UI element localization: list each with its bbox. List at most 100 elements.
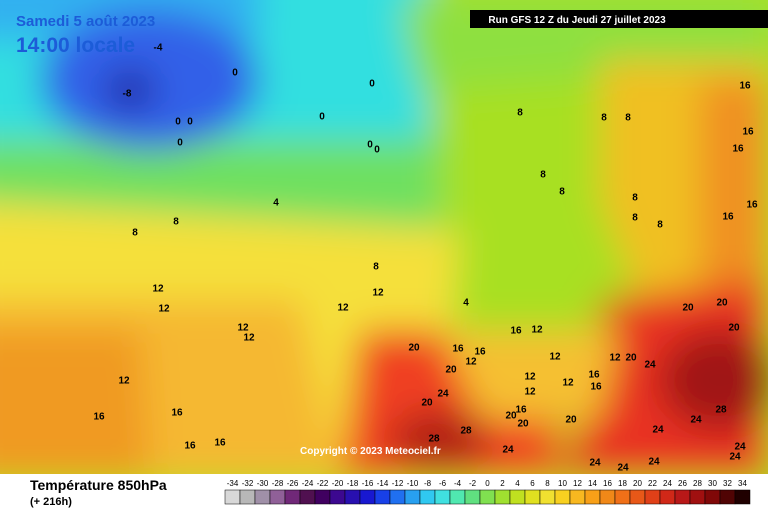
legend-swatch: [419, 489, 436, 505]
valid-time: 14:00 locale: [16, 34, 135, 57]
contour-label: 8: [173, 217, 179, 228]
legend-label: -32: [242, 479, 254, 488]
contour-label: 0: [374, 145, 380, 156]
contour-label: 0: [177, 138, 183, 149]
contour-label: 16: [93, 412, 105, 423]
contour-label: 16: [171, 408, 183, 419]
contour-label: 20: [716, 298, 728, 309]
legend-swatch: [599, 489, 616, 505]
contour-label: 12: [524, 372, 536, 383]
contour-label: 8: [632, 193, 638, 204]
legend-label: -18: [347, 479, 359, 488]
legend-swatch: [704, 489, 721, 505]
contour-label: 4: [273, 198, 279, 209]
legend-label: 26: [678, 479, 687, 488]
contour-label: 0: [367, 140, 373, 151]
contour-label: 20: [408, 343, 420, 354]
contour-label: 16: [732, 144, 744, 155]
color-legend: -34 -32 -30 -28 -26 -24 -22 -20 -18 -16 -14 -12 -10-…: [224, 479, 751, 505]
contour-label: 12: [549, 352, 561, 363]
contour-label: 12: [158, 304, 170, 315]
contour-label: 16: [184, 441, 196, 452]
legend-swatch: [434, 489, 451, 505]
legend-swatch: [539, 489, 556, 505]
contour-label: 0: [232, 68, 238, 79]
contour-label: 16: [590, 382, 602, 393]
contour-label: 28: [460, 426, 472, 437]
legend-label: -12: [392, 479, 404, 488]
legend-label: -14: [377, 479, 389, 488]
legend-label: -34: [227, 479, 239, 488]
legend-swatch: [509, 489, 526, 505]
contour-label: 16: [474, 347, 486, 358]
contour-label: 24: [690, 415, 702, 426]
legend-label: -8: [424, 479, 432, 488]
legend-label: -20: [332, 479, 344, 488]
legend-label: 28: [693, 479, 702, 488]
legend-label: -22: [317, 479, 329, 488]
legend-label: 8: [545, 479, 550, 488]
contour-label: 8: [559, 187, 565, 198]
legend-label: 6: [530, 479, 535, 488]
legend-swatch: [404, 489, 421, 505]
legend-swatch: [494, 489, 511, 505]
legend-swatch: [254, 489, 271, 505]
legend-swatch: [719, 489, 736, 505]
legend-swatch: [524, 489, 541, 505]
legend-swatch: [239, 489, 256, 505]
legend-label: 32: [723, 479, 732, 488]
contour-label: 12: [524, 387, 536, 398]
contour-label: 24: [589, 458, 601, 469]
legend-label: 0: [485, 479, 490, 488]
contour-label: -8: [123, 89, 132, 100]
contour-label: 16: [588, 370, 600, 381]
contour-label: 20: [728, 323, 740, 334]
contour-label: 8: [517, 108, 523, 119]
legend-swatch: [734, 489, 751, 505]
contour-label: 24: [644, 360, 656, 371]
contour-label: 0: [369, 79, 375, 90]
contour-label: 8: [132, 228, 138, 239]
legend-swatch: [284, 489, 301, 505]
legend-label: 22: [648, 479, 657, 488]
contour-label: 28: [428, 434, 440, 445]
legend-swatch: [674, 489, 691, 505]
contour-label: 12: [562, 378, 574, 389]
contour-label: 16: [722, 212, 734, 223]
contour-label: 24: [437, 389, 449, 400]
legend-label: -6: [439, 479, 447, 488]
legend-swatch: [554, 489, 571, 505]
legend-label: 12: [573, 479, 582, 488]
legend-label: 30: [708, 479, 717, 488]
contour-label: 12: [152, 284, 164, 295]
contour-label: 16: [746, 200, 758, 211]
legend-label: -26: [287, 479, 299, 488]
contour-label: 20: [565, 415, 577, 426]
legend-label: 24: [663, 479, 672, 488]
legend-swatch: [329, 489, 346, 505]
contour-label: 20: [682, 303, 694, 314]
contour-label: 4: [463, 298, 469, 309]
contour-label: 12: [337, 303, 349, 314]
legend-swatch: [314, 489, 331, 505]
contour-label: 16: [739, 81, 751, 92]
legend-swatch: [584, 489, 601, 505]
legend-swatch: [359, 489, 376, 505]
run-info: Run GFS 12 Z du Jeudi 27 juillet 2023: [488, 15, 666, 26]
legend-swatch: [269, 489, 286, 505]
contour-label: 12: [531, 325, 543, 336]
contour-label: 12: [237, 323, 249, 334]
contour-label: 8: [625, 113, 631, 124]
legend-label: 2: [500, 479, 505, 488]
contour-label: 12: [372, 288, 384, 299]
contour-label: 16: [742, 127, 754, 138]
contour-label: 20: [445, 365, 457, 376]
contour-label: 12: [118, 376, 130, 387]
contour-label: 24: [734, 442, 746, 453]
contour-label: 20: [505, 411, 517, 422]
contour-label: 16: [214, 438, 226, 449]
legend-label: -28: [272, 479, 284, 488]
contour-label: 16: [515, 405, 527, 416]
legend-swatch: [629, 489, 646, 505]
